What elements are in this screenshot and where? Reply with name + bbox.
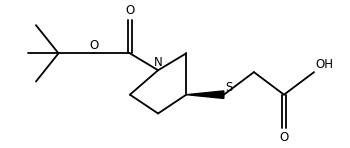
Text: O: O xyxy=(279,131,289,144)
Text: N: N xyxy=(154,56,162,69)
Polygon shape xyxy=(186,91,224,98)
Text: OH: OH xyxy=(315,58,333,71)
Text: O: O xyxy=(90,39,99,52)
Text: S: S xyxy=(225,81,232,94)
Text: O: O xyxy=(125,4,134,17)
